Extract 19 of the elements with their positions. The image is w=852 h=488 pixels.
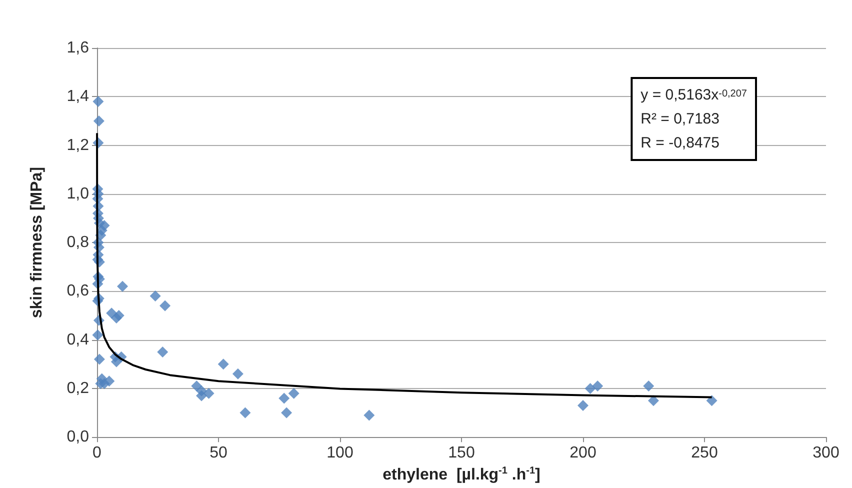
y-tick-label: 1,4 — [66, 88, 90, 106]
y-tick-label: 0,8 — [66, 234, 90, 252]
x-tick-label: 300 — [812, 444, 840, 462]
x-tick-label: 250 — [691, 444, 718, 462]
y-tick-label: 0,0 — [66, 428, 90, 446]
x-tick-label: 100 — [326, 444, 354, 462]
y-tick-label: 0,2 — [66, 380, 90, 397]
annotation: R = -0,8475 — [640, 134, 720, 152]
y-axis-title: skin firmness [MPa] — [28, 166, 46, 318]
x-tick-label: 150 — [448, 444, 475, 462]
x-tick-label: 50 — [210, 444, 228, 462]
y-tick-label: 1,2 — [66, 136, 90, 154]
y-tick-label: 0,4 — [66, 331, 90, 348]
y-tick-label: 1,6 — [66, 40, 90, 56]
x-tick-label: 0 — [92, 444, 102, 462]
y-tick-label: 1,0 — [66, 185, 90, 202]
annotation: R² = 0,7183 — [640, 110, 720, 128]
y-tick-label: 0,6 — [66, 282, 90, 300]
x-tick-label: 200 — [570, 444, 596, 462]
